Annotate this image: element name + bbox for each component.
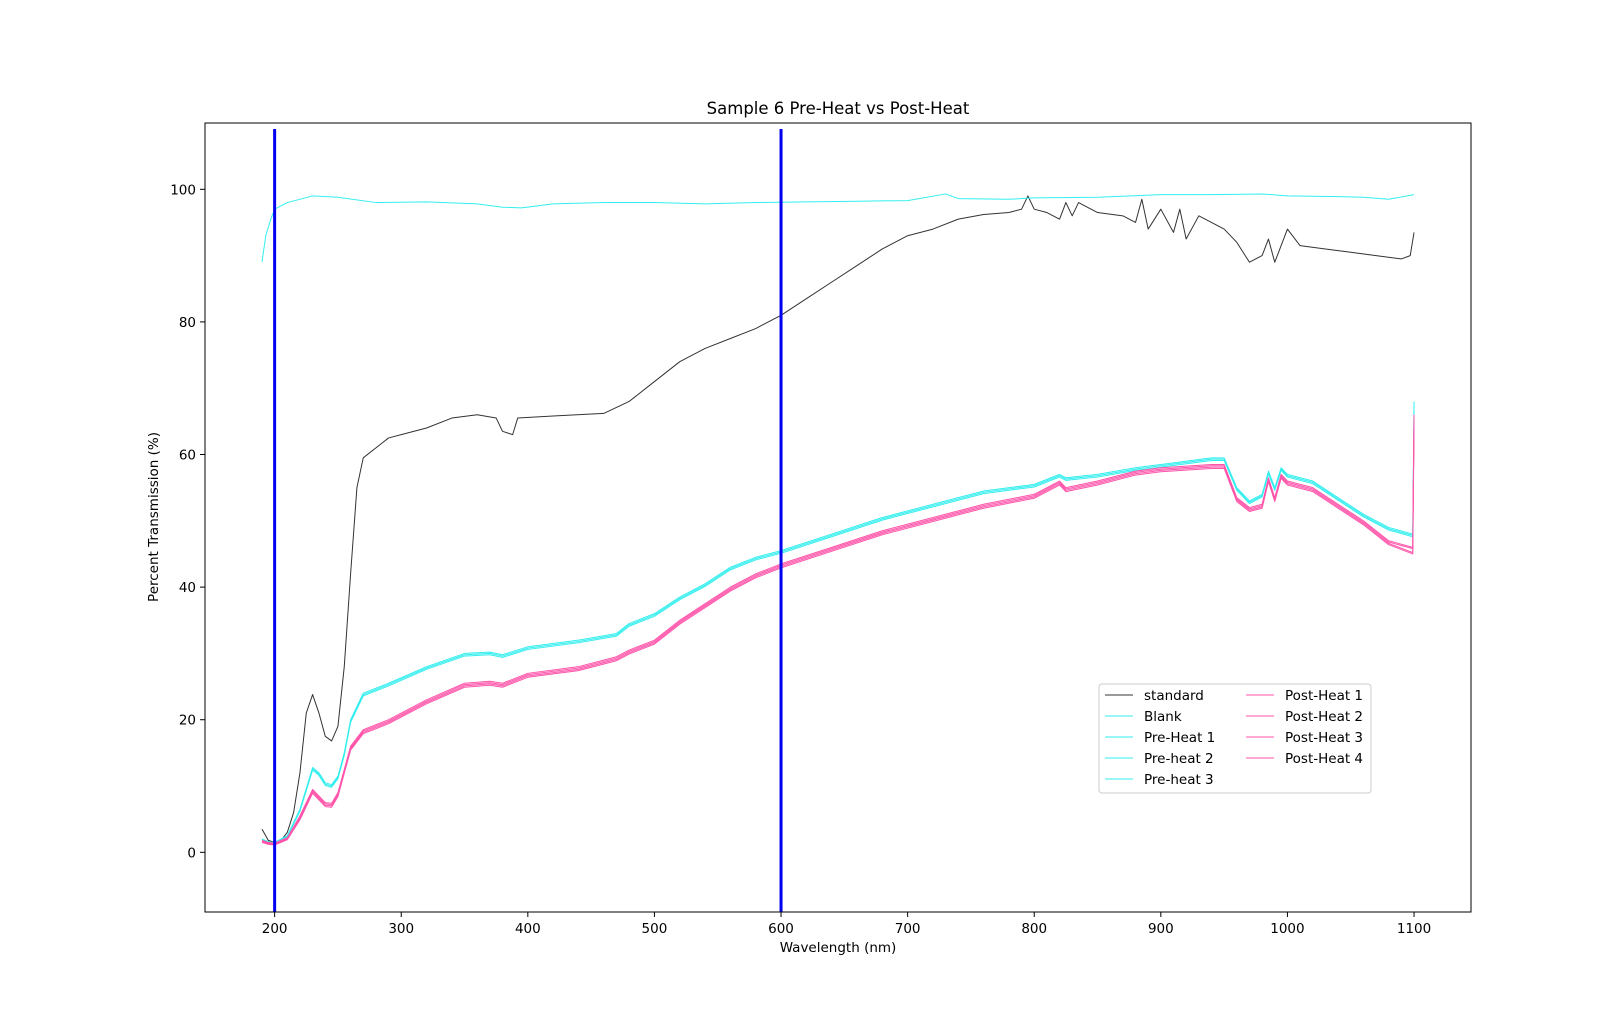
legend-label: Blank [1144, 709, 1182, 725]
series-line-blank [261, 193, 1415, 263]
plot-area [261, 129, 1415, 912]
y-tick-label: 80 [179, 315, 196, 331]
legend-label: Post-Heat 2 [1285, 709, 1363, 725]
legend-label: Pre-Heat 1 [1144, 730, 1215, 746]
legend-box [1098, 683, 1372, 794]
legend: standard Blank Pre-Heat 1 Pre-heat 2 Pre-hea… [1098, 683, 1372, 794]
y-axis: 0 20 40 60 80 100 [170, 182, 205, 861]
y-tick-label: 20 [179, 713, 196, 729]
series-line-standard [261, 195, 1415, 843]
x-tick-label: 600 [768, 921, 794, 937]
x-axis: 200 300 400 500 600 700 800 900 1000 1100 [262, 912, 1431, 937]
x-tick-label: 800 [1021, 921, 1047, 937]
legend-label: Post-Heat 4 [1285, 751, 1363, 767]
y-axis-label: Percent Transmission (%) [146, 432, 162, 602]
legend-label: Post-Heat 3 [1285, 730, 1363, 746]
legend-label: Post-Heat 1 [1285, 688, 1363, 704]
chart-title: Sample 6 Pre-Heat vs Post-Heat [707, 99, 970, 118]
legend-label: standard [1144, 688, 1204, 704]
x-tick-label: 700 [895, 921, 921, 937]
series-line-pre-heat-3 [261, 411, 1415, 845]
plot-frame [204, 122, 1472, 913]
x-tick-label: 500 [642, 921, 668, 937]
x-axis-label: Wavelength (nm) [780, 940, 897, 956]
y-tick-label: 60 [179, 448, 196, 464]
x-tick-label: 300 [388, 921, 414, 937]
x-tick-label: 1100 [1397, 921, 1431, 937]
legend-label: Pre-heat 2 [1144, 751, 1214, 767]
x-tick-label: 1000 [1270, 921, 1304, 937]
y-tick-label: 0 [187, 845, 196, 861]
series-line-post-heat-4 [261, 424, 1415, 846]
x-tick-label: 200 [262, 921, 288, 937]
y-tick-label: 40 [179, 580, 196, 596]
x-tick-label: 400 [515, 921, 541, 937]
y-tick-label: 100 [170, 182, 196, 198]
x-tick-label: 900 [1148, 921, 1174, 937]
legend-label: Pre-heat 3 [1144, 772, 1214, 788]
